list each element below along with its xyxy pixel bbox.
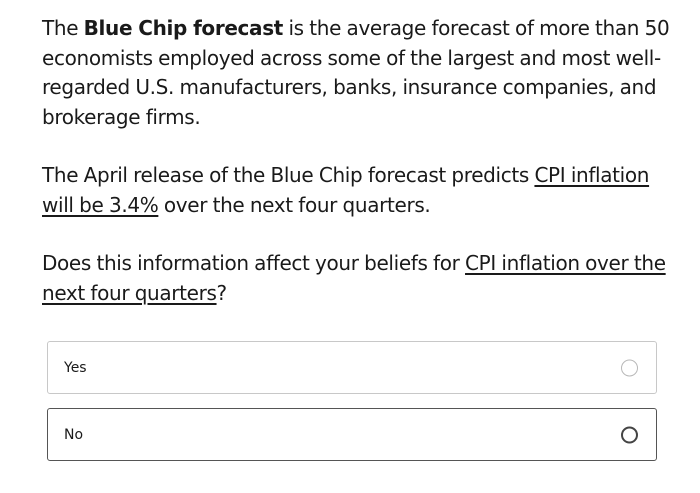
intro-rest: is the average forecast of more than 50 … [42,16,670,129]
question-lead: Does this information affect your belief… [42,251,466,275]
option-yes-label: Yes [64,359,87,376]
forecast-value: CPI inflation will be 3.4% [42,163,650,217]
question-rest: ? [216,280,228,305]
option-no[interactable]: No [47,408,657,461]
radio-no-icon[interactable] [621,426,638,443]
option-no-label: No [64,426,84,443]
question-paragraph: Does this information affect your belief… [42,249,678,308]
intro-lead: The [42,16,84,40]
intro-paragraph: The Blue Chip forecast is the average fo… [42,14,678,132]
blue-chip-term: Blue Chip forecast [83,16,284,40]
forecast-lead: The April release of the Blue Chip forec… [42,163,535,187]
forecast-rest: over the next four quarters. [158,192,431,217]
radio-yes-icon[interactable] [621,359,638,376]
question-subject: CPI inflation over the next four quarter… [42,251,666,305]
survey-question-content: The Blue Chip forecast is the average fo… [42,14,678,308]
forecast-paragraph: The April release of the Blue Chip forec… [42,161,678,220]
option-yes[interactable]: Yes [47,341,657,394]
